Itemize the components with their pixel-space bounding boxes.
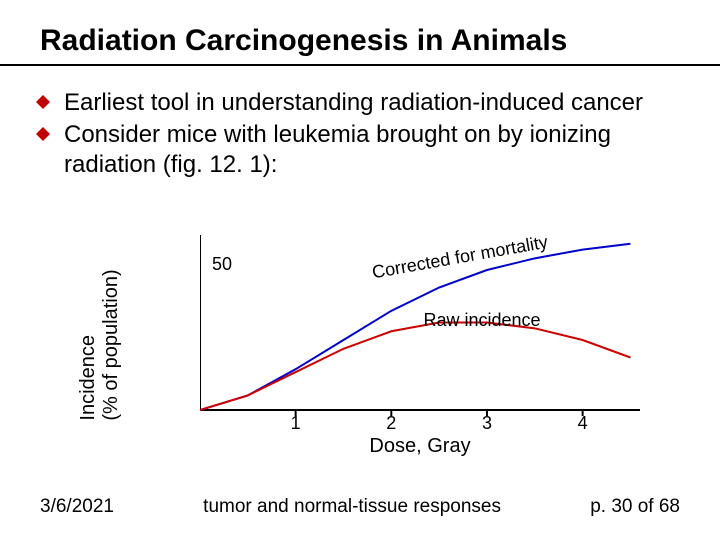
bullet-text: Earliest tool in understanding radiation… [64, 88, 643, 118]
slide-footer: 3/6/2021 tumor and normal-tissue respons… [40, 496, 680, 518]
x-tick-label: 1 [291, 413, 301, 434]
bullet-list: Earliest tool in understanding radiation… [36, 88, 690, 182]
footer-date: 3/6/2021 [40, 496, 114, 518]
bullet-item: Earliest tool in understanding radiation… [36, 88, 690, 118]
footer-caption: tumor and normal-tissue responses [114, 496, 590, 518]
y-axis-label: Incidence(% of population) [77, 269, 123, 420]
bullet-text: Consider mice with leukemia brought on b… [64, 120, 690, 180]
x-tick-label: 4 [578, 413, 588, 434]
incidence-chart: Incidence(% of population) 50 1234 Corre… [120, 235, 660, 455]
bullet-item: Consider mice with leukemia brought on b… [36, 120, 690, 180]
y-tick-label: 50 [212, 254, 232, 275]
footer-page: p. 30 of 68 [590, 496, 680, 518]
x-tick-label: 2 [386, 413, 396, 434]
series-label-raw: Raw incidence [423, 310, 540, 331]
plot-region: 50 1234 Corrected for mortalityRaw incid… [200, 235, 640, 410]
title-underline [0, 64, 720, 66]
slide-title: Radiation Carcinogenesis in Animals [40, 24, 690, 58]
x-tick-label: 3 [482, 413, 492, 434]
diamond-bullet-icon [36, 127, 50, 141]
diamond-bullet-icon [36, 95, 50, 109]
x-axis-label: Dose, Gray [200, 435, 640, 458]
